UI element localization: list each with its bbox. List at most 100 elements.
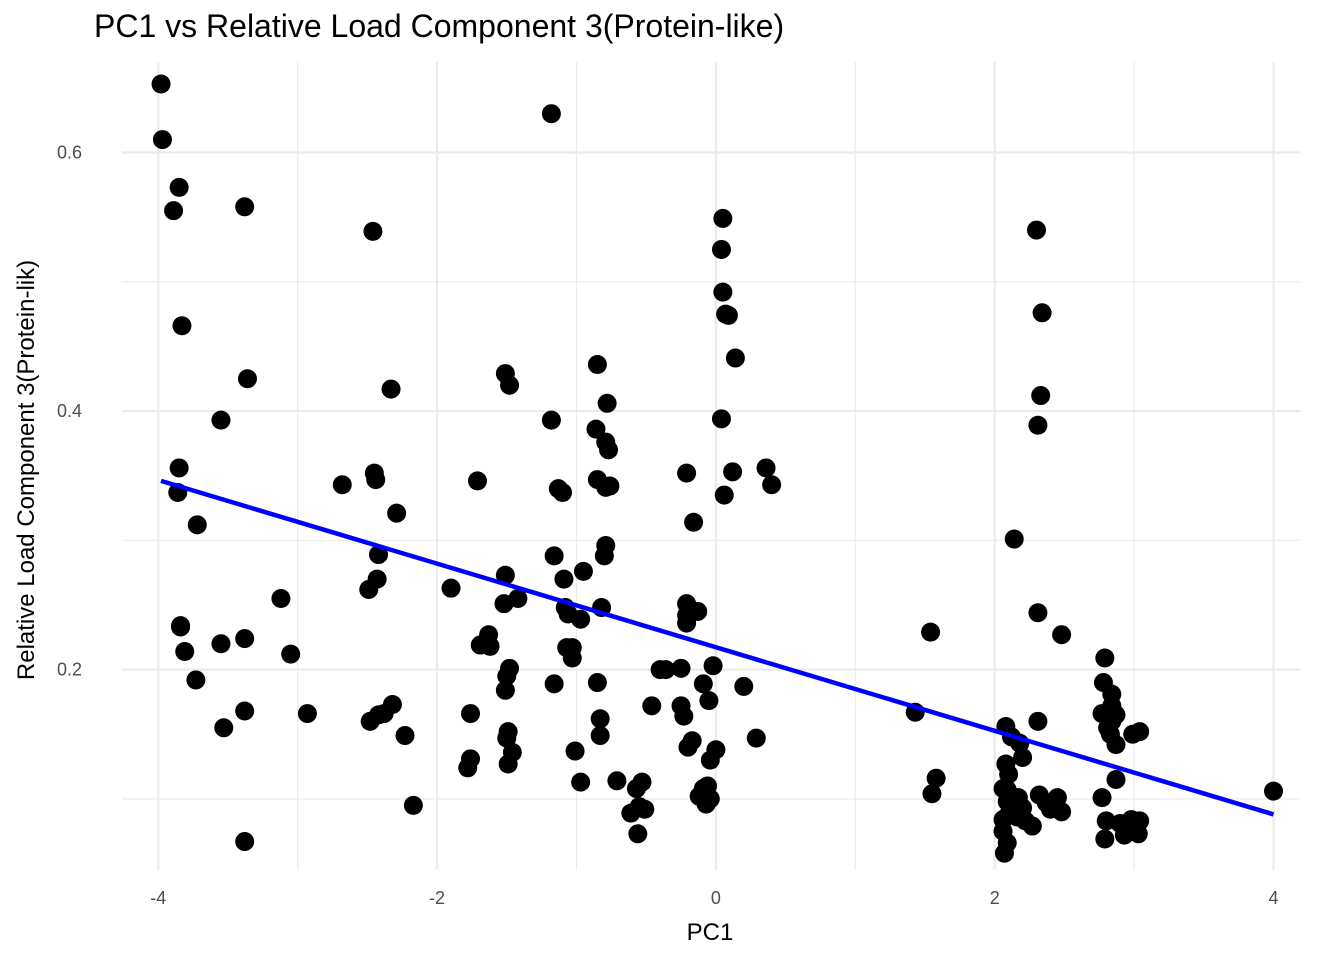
data-point bbox=[1013, 748, 1033, 768]
data-point bbox=[387, 503, 407, 523]
data-point bbox=[544, 674, 564, 694]
data-point bbox=[508, 589, 528, 609]
data-point bbox=[186, 670, 206, 690]
data-point bbox=[169, 458, 189, 478]
data-point bbox=[926, 768, 946, 788]
data-point bbox=[480, 636, 500, 656]
data-point bbox=[632, 772, 652, 792]
data-point bbox=[714, 485, 734, 505]
data-point bbox=[467, 471, 487, 491]
data-point bbox=[1106, 770, 1126, 790]
data-point bbox=[497, 728, 517, 748]
data-point bbox=[688, 601, 708, 621]
data-point bbox=[1027, 220, 1047, 240]
data-point bbox=[211, 410, 231, 430]
data-point bbox=[718, 305, 738, 325]
x-tick-label: 4 bbox=[1269, 888, 1279, 908]
y-tick-label: 0.4 bbox=[57, 401, 82, 421]
data-point bbox=[171, 617, 191, 637]
data-point bbox=[237, 369, 257, 389]
data-point bbox=[363, 221, 383, 241]
data-point bbox=[642, 696, 662, 716]
data-point bbox=[151, 74, 171, 94]
data-point bbox=[395, 726, 415, 746]
data-point bbox=[698, 776, 718, 796]
data-point bbox=[152, 130, 172, 150]
data-point bbox=[656, 660, 676, 680]
data-point bbox=[711, 409, 731, 429]
trend-line-group bbox=[160, 478, 1275, 817]
x-tick-label: 0 bbox=[711, 888, 721, 908]
data-point bbox=[403, 795, 423, 815]
data-point bbox=[281, 644, 301, 664]
data-point bbox=[723, 462, 743, 482]
data-point bbox=[734, 676, 754, 696]
data-point bbox=[235, 629, 255, 649]
data-point bbox=[999, 764, 1019, 784]
data-point bbox=[571, 772, 591, 792]
data-point bbox=[366, 470, 386, 490]
data-point bbox=[587, 673, 607, 693]
data-point bbox=[756, 458, 776, 478]
x-tick-label: 2 bbox=[990, 888, 1000, 908]
data-point bbox=[607, 771, 627, 791]
chart-title: PC1 vs Relative Load Component 3(Protein… bbox=[94, 8, 785, 44]
data-point bbox=[175, 642, 195, 662]
data-point bbox=[1004, 529, 1024, 549]
data-point bbox=[594, 546, 614, 566]
data-points bbox=[151, 74, 1284, 863]
data-point bbox=[382, 695, 402, 715]
data-point bbox=[1106, 735, 1126, 755]
data-point bbox=[1095, 648, 1115, 668]
data-point bbox=[693, 674, 713, 694]
data-point bbox=[1130, 811, 1150, 831]
data-point bbox=[544, 546, 564, 566]
data-point bbox=[571, 609, 591, 629]
data-point bbox=[169, 177, 189, 197]
data-point bbox=[677, 463, 697, 483]
data-point bbox=[164, 201, 184, 221]
data-point bbox=[682, 731, 702, 751]
data-point bbox=[586, 419, 606, 439]
data-point bbox=[271, 589, 291, 609]
data-point bbox=[703, 656, 723, 676]
data-point bbox=[235, 832, 255, 852]
data-point bbox=[1022, 816, 1042, 836]
x-tick-label: -2 bbox=[429, 888, 445, 908]
data-point bbox=[1028, 603, 1048, 623]
data-point bbox=[1032, 303, 1052, 323]
data-point bbox=[725, 348, 745, 368]
data-point bbox=[495, 565, 515, 585]
data-point bbox=[713, 208, 733, 228]
data-point bbox=[1130, 722, 1150, 742]
y-tick-label: 0.6 bbox=[57, 142, 82, 162]
data-point bbox=[461, 704, 481, 724]
data-point bbox=[332, 475, 352, 495]
data-point bbox=[1092, 704, 1112, 724]
x-tick-label: -4 bbox=[150, 888, 166, 908]
data-point bbox=[590, 726, 610, 746]
data-point bbox=[587, 355, 607, 375]
data-point bbox=[541, 410, 561, 430]
data-point bbox=[762, 475, 782, 495]
data-point bbox=[1114, 825, 1134, 845]
data-point bbox=[597, 393, 617, 413]
data-point bbox=[235, 701, 255, 721]
data-point bbox=[495, 680, 515, 700]
y-tick-label: 0.2 bbox=[57, 660, 82, 680]
data-point bbox=[600, 476, 620, 496]
data-point bbox=[1092, 788, 1112, 808]
data-point bbox=[711, 239, 731, 259]
data-point bbox=[441, 578, 461, 598]
data-point bbox=[211, 634, 231, 654]
data-point bbox=[628, 824, 648, 844]
data-point bbox=[554, 569, 574, 589]
y-axis-title: Relative Load Component 3(Protein-lik) bbox=[13, 260, 40, 680]
data-point bbox=[381, 379, 401, 399]
data-point bbox=[684, 512, 704, 532]
trend-line bbox=[160, 478, 1275, 817]
data-point bbox=[713, 282, 733, 302]
data-point bbox=[921, 622, 941, 642]
x-axis-title: PC1 bbox=[687, 919, 734, 946]
